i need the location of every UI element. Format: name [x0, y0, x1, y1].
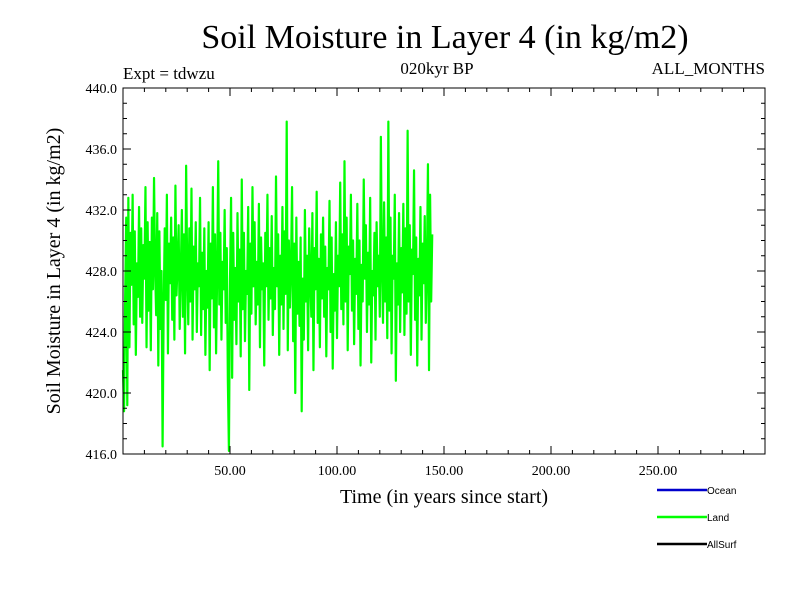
period-label: 020kyr BP	[400, 59, 473, 78]
series-line-land	[121, 120, 434, 453]
months-label: ALL_MONTHS	[652, 59, 765, 78]
plot-series-group	[121, 120, 434, 453]
x-tick-label: 200.00	[532, 464, 571, 479]
x-tick-label: 150.00	[425, 464, 464, 479]
y-tick-label: 420.0	[86, 387, 118, 402]
x-axis-ticks: 50.00 100.00 150.00 200.00 250.00	[143, 88, 745, 479]
y-axis-label: Soil Moisture in Layer 4 (in kg/m2)	[43, 128, 65, 415]
x-axis-label: Time (in years since start)	[340, 486, 548, 508]
y-tick-label: 428.0	[86, 265, 118, 280]
chart-title: Soil Moisture in Layer 4 (in kg/m2)	[201, 19, 688, 56]
legend-label-allsurf: AllSurf	[707, 540, 737, 551]
x-tick-label: 250.00	[639, 464, 678, 479]
y-tick-label: 440.0	[86, 82, 118, 97]
experiment-label: Expt = tdwzu	[123, 64, 215, 83]
x-tick-label: 100.00	[318, 464, 357, 479]
y-tick-label: 432.0	[86, 204, 118, 219]
x-tick-label: 50.00	[214, 464, 246, 479]
y-axis-ticks: 416.0 420.0 424.0 428.0 432.0 436.0 440.0	[86, 82, 765, 463]
y-tick-label: 436.0	[86, 143, 118, 158]
y-tick-label: 424.0	[86, 326, 118, 341]
legend: Ocean Land AllSurf	[657, 486, 737, 551]
legend-label-ocean: Ocean	[707, 486, 736, 497]
legend-label-land: Land	[707, 513, 729, 524]
y-tick-label: 416.0	[86, 448, 118, 463]
